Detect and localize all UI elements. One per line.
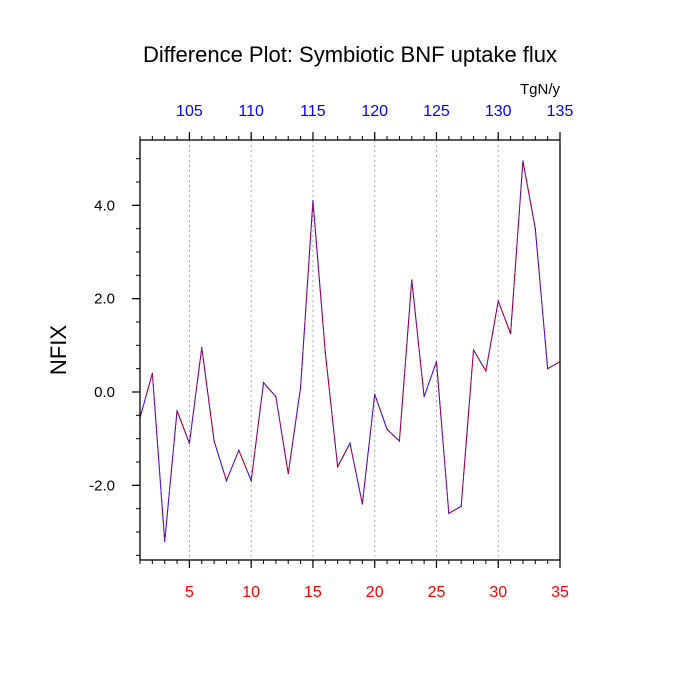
series-line-0 <box>139 160 561 542</box>
series-line-dash-0 <box>139 160 561 542</box>
data-point <box>497 300 499 302</box>
data-point <box>386 428 388 430</box>
data-point <box>213 440 215 442</box>
data-point <box>151 372 153 374</box>
data-point <box>435 361 438 363</box>
x-tick-label-top-5: 130 <box>485 103 512 120</box>
data-point <box>164 540 166 542</box>
x-tick-label-bottom-2: 15 <box>304 584 322 601</box>
tick-labels: 5 10 15 20 25 30 35 105 110 115 120 125 130 135 4.0 2.0… <box>89 103 573 601</box>
x-tick-label-bottom-1: 10 <box>242 584 260 601</box>
y-tick-label-0: 4.0 <box>94 197 115 214</box>
grid-lines <box>189 140 499 560</box>
y-axis-label: NFIX <box>46 325 71 375</box>
x-tick-label-bottom-4: 25 <box>428 584 446 601</box>
data-point <box>398 440 401 442</box>
data-point <box>188 442 191 444</box>
data-point <box>262 382 265 384</box>
data-point <box>225 480 228 482</box>
data-point <box>423 396 425 398</box>
x-tick-label-top-0: 105 <box>176 103 203 120</box>
x-tick-label-bottom-6: 35 <box>551 584 569 601</box>
x-tick-label-bottom-5: 30 <box>489 584 507 601</box>
data-point <box>324 351 326 353</box>
data-point <box>337 466 339 468</box>
x-tick-label-bottom-3: 20 <box>366 584 384 601</box>
x-tick-label-bottom-0: 5 <box>185 584 194 601</box>
data-point <box>238 449 240 451</box>
data-point <box>522 160 524 162</box>
x-tick-label-top-1: 110 <box>238 103 264 120</box>
data-point <box>250 480 252 482</box>
y-tick-label-3: -2.0 <box>89 477 115 494</box>
chart-title: Difference Plot: Symbiotic BNF uptake fl… <box>143 42 557 67</box>
data-point <box>201 347 203 349</box>
x-tick-label-top-2: 115 <box>300 103 326 120</box>
data-point <box>349 442 351 444</box>
data-point <box>299 386 302 388</box>
y-tick-label-1: 2.0 <box>94 291 115 308</box>
data-point <box>534 228 536 230</box>
data-point <box>176 410 178 412</box>
data-point <box>485 370 487 372</box>
x-tick-label-top-3: 120 <box>361 103 388 120</box>
data-point <box>448 512 450 514</box>
data-point <box>472 349 475 351</box>
data-point <box>411 279 413 281</box>
major-ticks <box>132 132 561 568</box>
data-point <box>547 368 549 370</box>
minor-ticks <box>136 136 561 564</box>
plot-frame <box>139 139 561 561</box>
y-tick-label-2: 0.0 <box>94 384 115 401</box>
x-tick-label-top-6: 135 <box>547 103 574 120</box>
data-point <box>312 200 314 202</box>
data-point <box>460 505 462 507</box>
data-point <box>509 333 512 335</box>
series-layer <box>139 160 561 542</box>
x-tick-label-top-4: 125 <box>423 103 450 120</box>
data-point <box>374 393 376 395</box>
data-point <box>287 473 289 475</box>
data-point <box>361 503 363 505</box>
units-label: TgN/y <box>520 81 561 98</box>
data-point <box>275 396 277 398</box>
